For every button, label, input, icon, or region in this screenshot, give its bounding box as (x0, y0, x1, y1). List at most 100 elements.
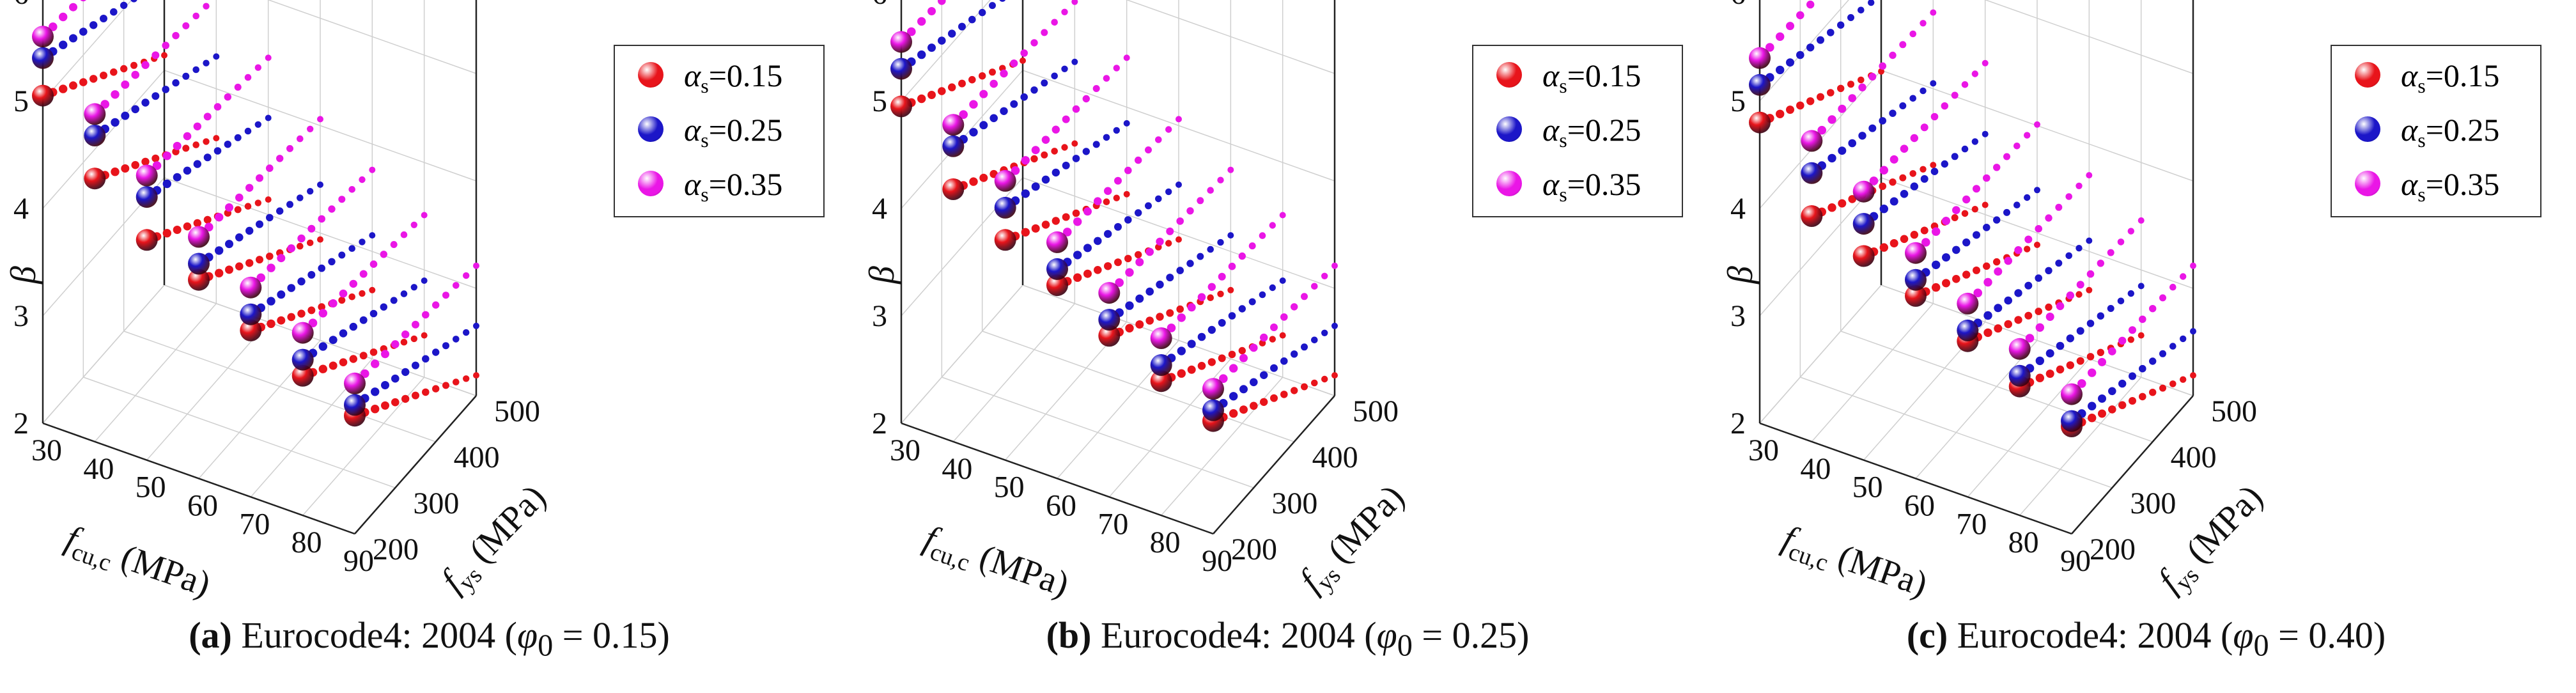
data-point (917, 94, 926, 104)
data-point (130, 0, 137, 3)
data-point (1125, 268, 1134, 277)
legend-label: αs=0.25 (684, 112, 783, 152)
data-point (2014, 316, 2022, 324)
gridline (1759, 0, 1849, 102)
data-point (276, 155, 284, 162)
data-point (1156, 280, 1164, 289)
data-point (318, 364, 327, 373)
z-tick-label: 5 (872, 84, 887, 118)
data-point (1291, 350, 1298, 358)
data-point (1135, 209, 1142, 217)
data-point (307, 224, 316, 233)
data-point (240, 319, 262, 341)
data-point (245, 183, 254, 192)
data-point (1993, 216, 2001, 224)
data-point (2024, 235, 2033, 244)
legend: αs=0.15 αs=0.25 αs=0.35 (2331, 45, 2541, 217)
data-point (1847, 14, 1854, 21)
data-point (1229, 392, 1238, 401)
data-point (1113, 127, 1120, 134)
data-point (1229, 409, 1238, 418)
data-point (1113, 194, 1120, 201)
data-point (203, 59, 210, 66)
data-point (1301, 383, 1308, 391)
data-point (244, 74, 252, 81)
data-point (989, 68, 996, 76)
data-point (318, 309, 327, 318)
data-point (2097, 260, 2104, 267)
data-point (1961, 145, 1969, 153)
data-point (287, 313, 296, 322)
data-point (1145, 247, 1154, 256)
x-tick-label: 40 (83, 452, 114, 486)
data-point (2013, 201, 2021, 209)
data-point (1175, 236, 1182, 243)
data-point (1062, 213, 1070, 221)
data-point (2180, 376, 2187, 383)
data-point (2180, 273, 2187, 280)
data-point (1073, 251, 1082, 260)
data-point (173, 226, 182, 234)
data-point (297, 277, 306, 286)
data-point (959, 110, 968, 119)
data-point (2045, 214, 2052, 222)
data-point (1994, 324, 2003, 333)
data-point (1982, 59, 1989, 66)
data-point (1187, 339, 1196, 348)
data-point (410, 284, 417, 291)
data-point (1021, 228, 1030, 237)
data-point (1973, 185, 1980, 193)
data-point (1994, 267, 2003, 276)
data-point (2076, 182, 2083, 189)
data-point (432, 301, 440, 309)
data-point (1071, 58, 1078, 65)
data-point (359, 238, 366, 245)
data-point (1311, 379, 1318, 387)
data-point (968, 75, 976, 84)
legend: αs=0.15 αs=0.25 αs=0.35 (614, 45, 825, 217)
data-point (359, 316, 368, 324)
data-point (1993, 164, 2001, 171)
data-points (1749, 0, 2196, 437)
data-point (1983, 224, 1990, 231)
data-point (1889, 109, 1897, 117)
data-point (1837, 21, 1845, 29)
data-point (1321, 329, 1328, 336)
data-point (1260, 371, 1268, 379)
data-point (1177, 346, 1186, 355)
data-point (1207, 283, 1216, 291)
data-point (192, 12, 200, 20)
data-point (2076, 291, 2083, 298)
data-point (1331, 262, 1338, 269)
data-point (1051, 125, 1060, 134)
legend-item: αs=0.15 (1473, 49, 1684, 100)
data-point (1909, 30, 1916, 38)
legend-marker (2355, 62, 2380, 88)
data-point (1858, 76, 1865, 84)
data-point (254, 121, 261, 128)
data-point (162, 152, 171, 160)
legend-item: αs=0.15 (2332, 49, 2543, 100)
data-point (203, 113, 212, 121)
data-point (2086, 353, 2095, 361)
data-point (1899, 102, 1907, 109)
data-point (338, 297, 346, 304)
data-point (969, 100, 978, 109)
x-axis-title: fcu,c (MPa) (59, 518, 215, 609)
data-point (1993, 258, 2001, 266)
data-point (979, 90, 988, 98)
data-point (286, 144, 293, 152)
gridline (1840, 331, 2153, 442)
data-point (948, 29, 956, 38)
data-point (69, 3, 77, 12)
data-point (369, 166, 376, 173)
data-point (317, 181, 323, 188)
data-point (224, 93, 231, 101)
data-point (120, 65, 128, 73)
x-tick-label: 90 (343, 544, 374, 578)
data-point (1218, 354, 1226, 362)
data-point (1175, 181, 1182, 188)
data-point (1957, 319, 1979, 341)
data-point (1165, 126, 1172, 133)
